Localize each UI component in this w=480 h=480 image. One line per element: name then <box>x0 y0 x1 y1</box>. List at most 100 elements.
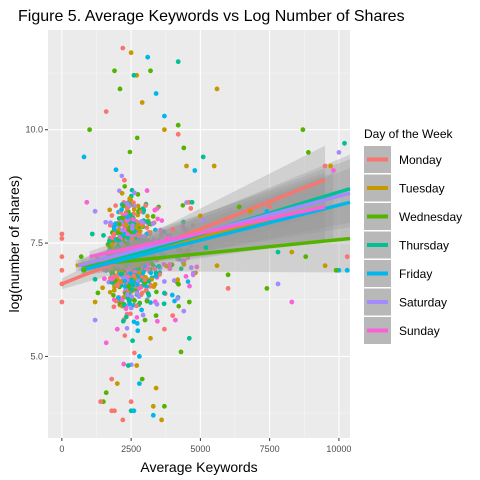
legend-label: Thursday <box>399 239 449 253</box>
data-point <box>103 340 109 346</box>
data-point <box>161 301 167 307</box>
data-point <box>134 303 139 309</box>
data-point <box>144 188 150 193</box>
data-point <box>118 279 124 284</box>
data-point <box>175 296 180 301</box>
data-point <box>100 285 105 291</box>
data-point <box>114 273 119 279</box>
data-point <box>129 287 135 292</box>
data-point <box>123 227 128 233</box>
data-point <box>289 299 295 305</box>
data-point <box>109 408 115 414</box>
data-point <box>140 270 146 275</box>
data-point <box>107 238 112 244</box>
data-point <box>175 122 181 128</box>
data-point <box>142 317 148 323</box>
data-point <box>153 270 159 276</box>
data-point <box>183 274 189 279</box>
data-point <box>59 299 65 305</box>
data-point <box>134 135 140 141</box>
data-point <box>186 299 192 305</box>
legend-label: Wednesday <box>399 210 462 224</box>
data-point <box>167 233 173 238</box>
data-point <box>155 319 160 324</box>
fit-line-sunday <box>89 205 326 259</box>
data-point <box>150 403 156 409</box>
data-point <box>188 243 193 249</box>
data-point <box>159 218 165 223</box>
data-point <box>264 208 270 214</box>
legend-label: Sunday <box>399 324 440 338</box>
data-point <box>154 302 160 307</box>
data-point <box>81 267 87 273</box>
data-point <box>89 231 95 237</box>
data-point <box>170 292 175 298</box>
data-point <box>135 328 141 334</box>
data-point <box>127 196 132 201</box>
data-point <box>59 231 65 237</box>
data-point <box>162 290 167 296</box>
data-point <box>198 213 203 219</box>
data-point <box>109 213 115 218</box>
data-point <box>121 318 126 324</box>
data-point <box>139 219 144 224</box>
x-tick-label: 7500 <box>260 444 280 454</box>
data-point <box>150 412 156 418</box>
data-point <box>129 294 134 300</box>
data-point <box>171 278 177 283</box>
data-point <box>176 304 181 309</box>
data-point <box>112 266 118 271</box>
confidence-band <box>81 204 350 273</box>
data-point <box>126 284 131 289</box>
x-axis-ticks: 0 2500 5000 7500 10000 <box>59 438 351 454</box>
data-point <box>164 236 170 241</box>
x-tick-label: 2500 <box>121 444 141 454</box>
data-point <box>322 163 328 169</box>
data-point <box>135 321 140 326</box>
data-point <box>181 308 187 314</box>
data-point <box>178 349 184 355</box>
data-point <box>134 263 140 268</box>
data-point <box>136 233 141 239</box>
legend: Day of the Week Monday Tuesday Wednesday Th… <box>364 127 462 344</box>
data-point <box>139 100 145 105</box>
data-point <box>182 249 187 254</box>
data-point <box>128 311 133 317</box>
data-points <box>59 45 350 423</box>
x-tick-label: 0 <box>59 444 64 454</box>
data-point <box>102 276 107 282</box>
data-point <box>112 288 117 293</box>
data-point <box>113 298 119 304</box>
data-point <box>119 271 124 277</box>
data-point <box>119 241 125 247</box>
data-point <box>110 242 115 247</box>
data-point <box>158 227 163 233</box>
data-point <box>121 203 126 209</box>
data-point <box>112 68 117 74</box>
data-point <box>130 226 135 231</box>
data-point <box>135 212 141 218</box>
data-point <box>124 263 129 269</box>
data-point <box>111 224 117 230</box>
data-point <box>78 254 84 260</box>
data-point <box>200 154 206 160</box>
data-point <box>159 251 164 257</box>
data-point <box>132 190 137 196</box>
x-tick-label: 5000 <box>190 444 210 454</box>
data-point <box>247 208 253 214</box>
data-point <box>148 284 153 289</box>
data-point <box>125 241 130 247</box>
data-point <box>328 163 333 169</box>
data-point <box>132 298 137 303</box>
data-point <box>175 277 180 283</box>
data-point <box>322 263 328 269</box>
data-point <box>152 266 157 271</box>
data-point <box>214 263 220 269</box>
data-point <box>175 131 181 137</box>
data-point <box>200 218 206 223</box>
data-point <box>186 335 192 341</box>
data-point <box>130 338 135 344</box>
data-point <box>136 294 142 300</box>
data-point <box>135 222 141 227</box>
